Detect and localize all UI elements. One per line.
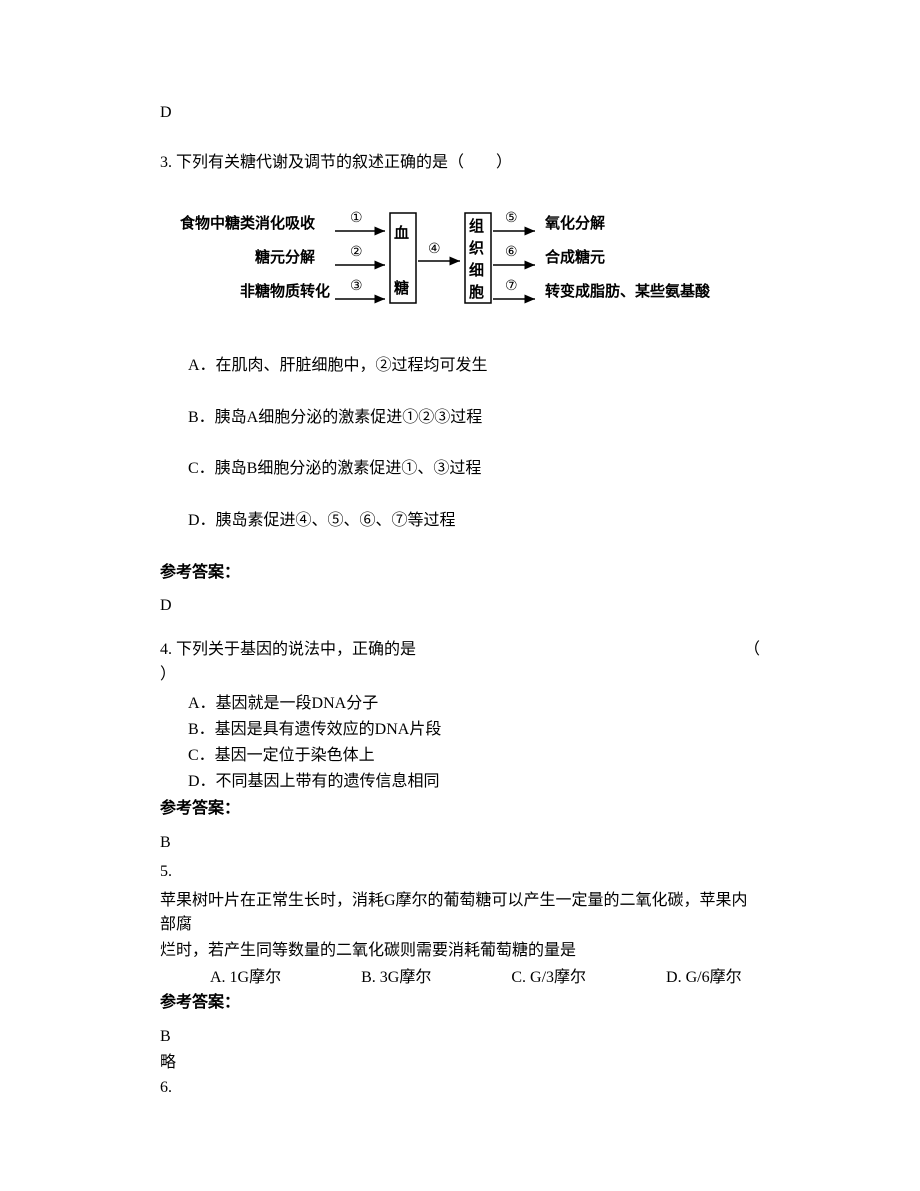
q3-stem: 3. 下列有关糖代谢及调节的叙述正确的是（ ）	[160, 150, 760, 176]
diagram-box2c: 细	[469, 261, 484, 279]
q3-option-b: B．胰岛A细胞分泌的激素促进①②③过程	[188, 405, 760, 431]
diagram-n7: ⑦	[505, 279, 518, 294]
diagram-left1: 食物中糖类消化吸收	[180, 214, 315, 232]
q4-answer-label: 参考答案：	[160, 796, 760, 822]
q3-option-c: C．胰岛B细胞分泌的激素促进①、③过程	[188, 456, 760, 482]
q4-option-b: B．基因是具有遗传效应的DNA片段	[188, 718, 760, 742]
q6-num: 6.	[160, 1075, 760, 1101]
diagram-right3: 转变成脂肪、某些氨基酸	[545, 282, 711, 300]
q4-option-d: D．不同基因上带有的遗传信息相同	[188, 770, 760, 794]
q3-option-a: A．在肌肉、肝脏细胞中，②过程均可发生	[188, 353, 760, 379]
diagram-n3: ③	[350, 279, 363, 294]
q3-option-d: D．胰岛素促进④、⑤、⑥、⑦等过程	[188, 508, 760, 534]
q4-answer: B	[160, 830, 760, 856]
q4-option-c: C．基因一定位于染色体上	[188, 744, 760, 768]
diagram-right1: 氧化分解	[544, 214, 605, 232]
diagram-n4: ④	[428, 242, 441, 257]
q5-note: 略	[160, 1050, 760, 1076]
diagram-n5: ⑤	[505, 211, 518, 226]
q4-paren-right: ）	[160, 662, 760, 688]
q5-text-line2: 烂时，若产生同等数量的二氧化碳则需要消耗葡萄糖的量是	[160, 939, 760, 963]
q4-stem-text: 4. 下列关于基因的说法中，正确的是	[160, 637, 416, 663]
q5-option-a: A. 1G摩尔	[210, 965, 281, 991]
q3-answer-label: 参考答案：	[160, 560, 760, 586]
q4-stem: 4. 下列关于基因的说法中，正确的是 （ ）	[160, 637, 760, 688]
diagram-n1: ①	[350, 211, 363, 226]
q5-text-line1: 苹果树叶片在正常生长时，消耗G摩尔的葡萄糖可以产生一定量的二氧化碳，苹果内部腐	[160, 889, 760, 937]
diagram-box1a: 血	[394, 224, 409, 242]
q5-option-d: D. G/6摩尔	[666, 965, 742, 991]
q3-answer: D	[160, 593, 760, 619]
diagram-n6: ⑥	[505, 245, 518, 260]
metabolism-diagram: 食物中糖类消化吸收 糖元分解 非糖物质转化 ① ② ③ 血 糖 ④ 组 织 细 …	[180, 203, 760, 323]
diagram-left3: 非糖物质转化	[240, 282, 330, 300]
diagram-box1b: 糖	[394, 279, 409, 297]
diagram-right2: 合成糖元	[544, 248, 605, 266]
q4-paren-left: （	[744, 637, 760, 663]
diagram-n2: ②	[350, 245, 363, 260]
q5-answer-label: 参考答案：	[160, 990, 760, 1016]
q5-num: 5.	[160, 859, 760, 885]
q5-option-b: B. 3G摩尔	[361, 965, 431, 991]
q5-answer: B	[160, 1024, 760, 1050]
q4-option-a: A．基因就是一段DNA分子	[188, 692, 760, 716]
diagram-left2: 糖元分解	[255, 248, 315, 266]
q5-option-c: C. G/3摩尔	[511, 965, 586, 991]
diagram-box2a: 组	[469, 217, 484, 235]
q2-answer: D	[160, 100, 760, 126]
diagram-box2b: 织	[469, 239, 484, 257]
diagram-box2d: 胞	[468, 283, 484, 301]
